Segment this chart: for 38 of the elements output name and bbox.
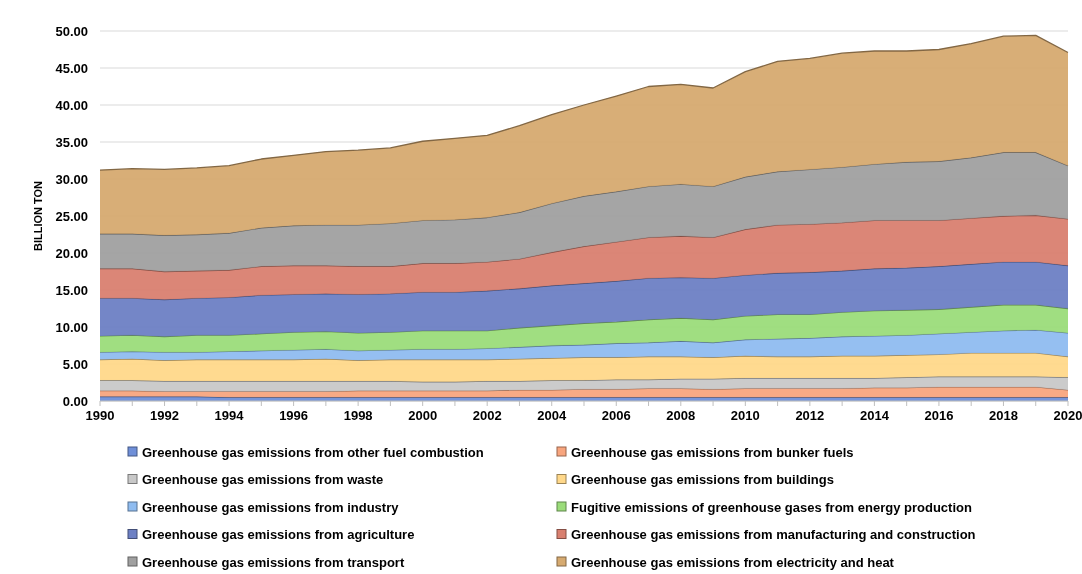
x-tick-label: 2020 bbox=[1053, 408, 1082, 423]
legend-label: Greenhouse gas emissions from buildings bbox=[571, 472, 834, 487]
legend-label: Greenhouse gas emissions from electricity and heat bbox=[571, 554, 895, 570]
x-tick-label: 2016 bbox=[924, 408, 954, 423]
x-tick-label: 1996 bbox=[279, 408, 309, 423]
y-axis-title: BILLION TON bbox=[32, 180, 44, 252]
legend-label: Greenhouse gas emissions from other fuel combustion bbox=[142, 444, 484, 460]
y-tick-label: 30.00 bbox=[55, 172, 88, 187]
legend-label: Greenhouse gas emissions from agriculture bbox=[142, 527, 415, 542]
y-tick-label: 25.00 bbox=[55, 209, 88, 224]
x-tick-label: 1998 bbox=[343, 408, 373, 423]
y-tick-label: 10.00 bbox=[55, 320, 88, 335]
y-tick-label: 45.00 bbox=[55, 61, 88, 76]
y-tick-label: 35.00 bbox=[55, 135, 88, 150]
y-tick-label: 40.00 bbox=[55, 98, 88, 113]
legend-label: Greenhouse gas emissions from transport bbox=[142, 554, 405, 570]
x-tick-label: 2010 bbox=[730, 408, 760, 423]
x-tick-label: 2004 bbox=[537, 408, 567, 423]
x-tick-label: 2006 bbox=[601, 408, 631, 423]
legend-label: Greenhouse gas emissions from manufacturing and construction bbox=[571, 527, 976, 542]
y-tick-label: 15.00 bbox=[55, 283, 88, 298]
y-tick-label: 20.00 bbox=[55, 246, 88, 261]
x-tick-label: 1990 bbox=[85, 408, 115, 423]
x-tick-label: 2000 bbox=[408, 408, 438, 423]
x-tick-label: 1992 bbox=[150, 408, 179, 423]
x-tick-label: 2018 bbox=[989, 408, 1018, 423]
x-tick-label: 1994 bbox=[214, 408, 245, 423]
y-tick-label: 50.00 bbox=[55, 24, 88, 39]
legend-label: Fugitive emissions of greenhouse gases from energy production bbox=[571, 499, 972, 515]
legend-label: Greenhouse gas emissions from waste bbox=[142, 472, 384, 487]
y-tick-label: 5.00 bbox=[62, 357, 88, 372]
y-tick-label: 0.00 bbox=[62, 394, 88, 409]
x-tick-label: 2008 bbox=[666, 408, 696, 423]
legend-label: Greenhouse gas emissions from bunker fuels bbox=[571, 444, 854, 460]
x-tick-label: 2012 bbox=[795, 408, 825, 423]
x-tick-label: 2014 bbox=[859, 408, 890, 423]
legend-label: Greenhouse gas emissions from industry bbox=[142, 499, 400, 515]
x-tick-label: 2002 bbox=[472, 408, 502, 423]
